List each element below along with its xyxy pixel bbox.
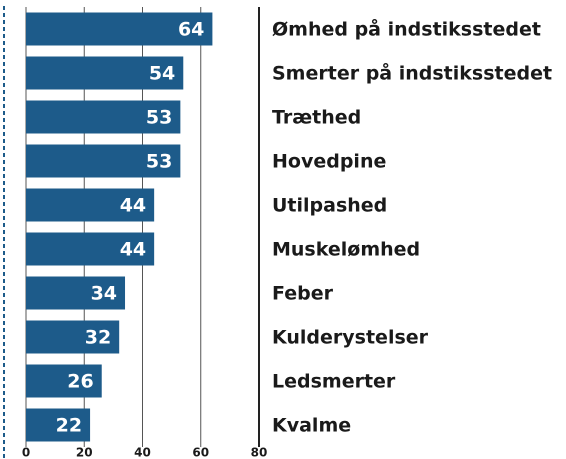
value-label: 53 <box>146 151 172 173</box>
x-tick-label: 20 <box>76 446 93 459</box>
x-tick-label: 80 <box>251 446 268 459</box>
bar <box>26 12 213 46</box>
bar <box>26 232 155 266</box>
value-label: 26 <box>67 371 93 393</box>
category-label: Ømhed på indstiksstedet <box>272 17 541 41</box>
x-tick-label: 60 <box>192 446 209 459</box>
category-label: Træthed <box>272 107 361 129</box>
bar <box>26 276 126 310</box>
category-label: Muskelømhed <box>272 239 420 261</box>
value-label: 32 <box>85 327 111 349</box>
category-label: Kulderystelser <box>272 327 429 349</box>
value-label: 53 <box>146 107 172 129</box>
category-label: Smerter på indstiksstedet <box>272 61 552 85</box>
value-label: 64 <box>178 19 204 41</box>
bar <box>26 144 181 178</box>
category-label: Kvalme <box>272 415 351 437</box>
category-label: Feber <box>272 283 334 305</box>
value-label: 44 <box>120 239 146 261</box>
value-label: 22 <box>56 415 82 437</box>
x-tick-label: 40 <box>134 446 151 459</box>
bar <box>26 320 120 354</box>
value-label: 54 <box>149 63 175 85</box>
category-label: Utilpashed <box>272 195 387 217</box>
bar <box>26 100 181 134</box>
value-label: 34 <box>91 283 117 305</box>
value-label: 44 <box>120 195 146 217</box>
bar <box>26 188 155 222</box>
category-label: Hovedpine <box>272 151 386 173</box>
bar <box>26 408 91 442</box>
bar <box>26 56 184 90</box>
category-label: Ledsmerter <box>272 371 396 393</box>
x-tick-label: 0 <box>22 446 30 459</box>
bar <box>26 364 102 398</box>
